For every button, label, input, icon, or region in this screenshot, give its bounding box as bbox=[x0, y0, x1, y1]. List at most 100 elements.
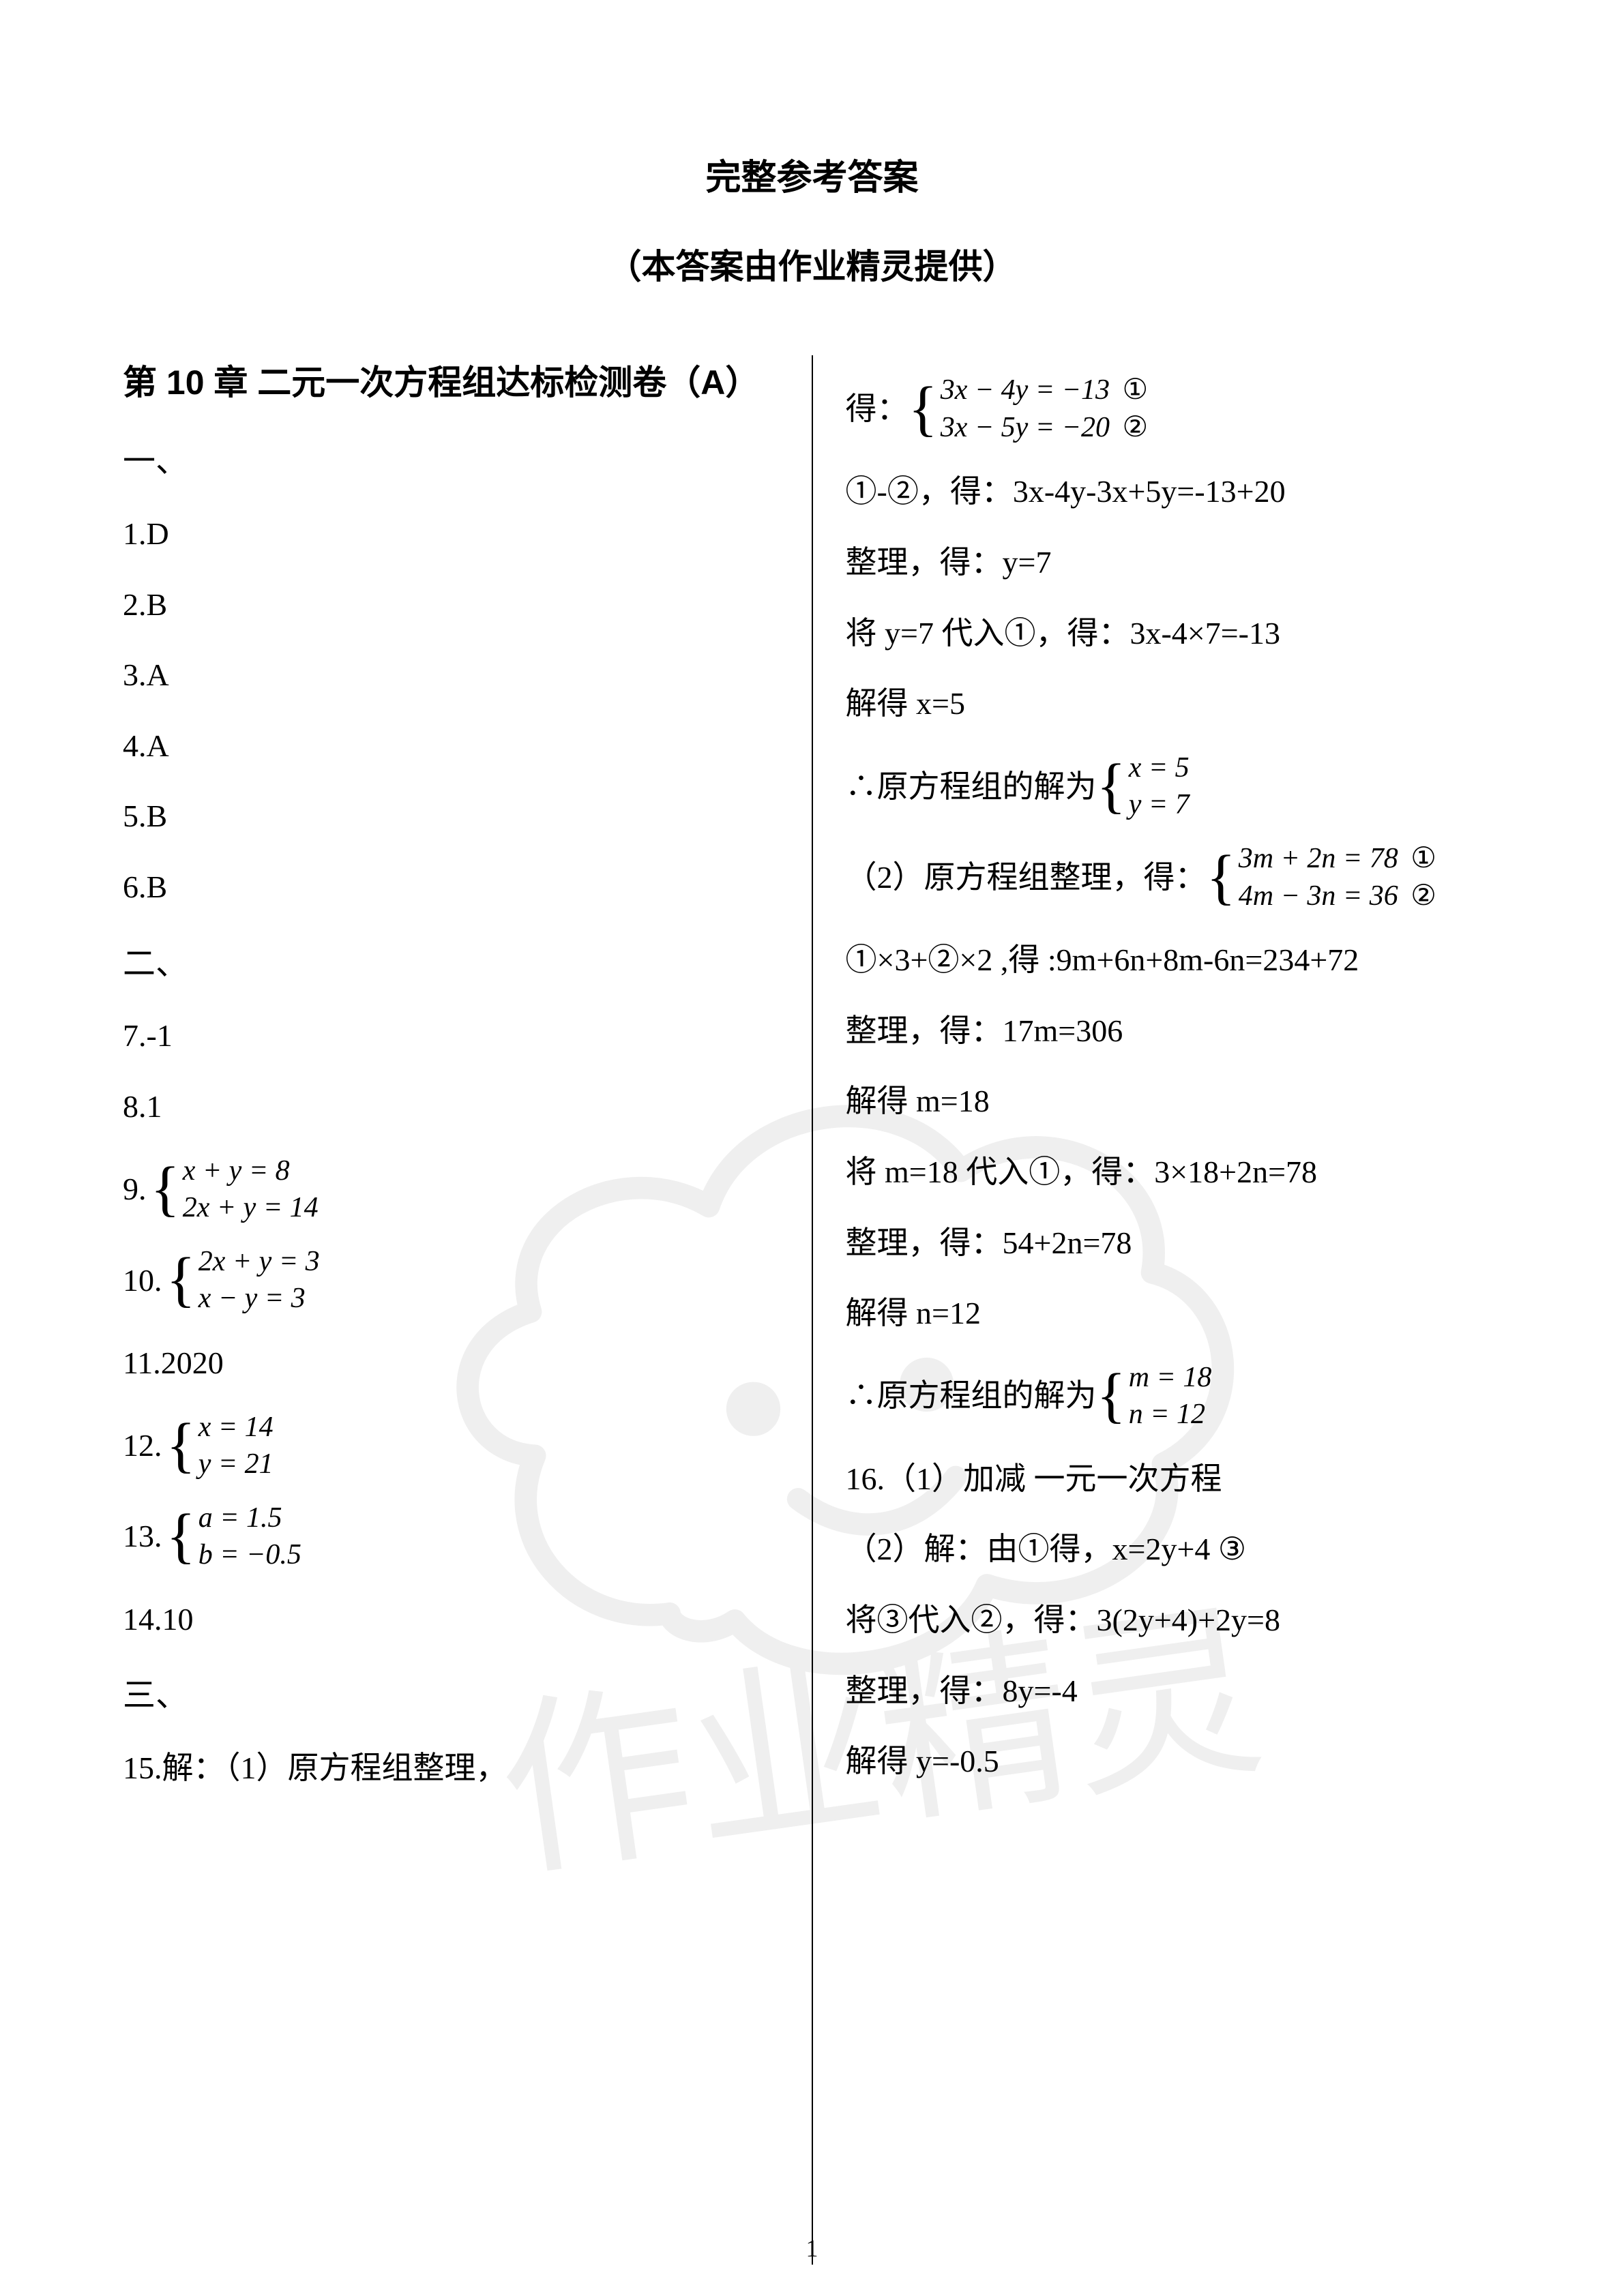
answer-1: 1.D bbox=[123, 509, 779, 559]
brace-rows: 3m + 2n = 78 ① 4m − 3n = 36 ② bbox=[1239, 840, 1436, 914]
eq-expr: 4m − 3n = 36 bbox=[1239, 880, 1398, 912]
answer-13-label: 13. bbox=[123, 1511, 162, 1562]
page-title: 完整参考答案 bbox=[123, 150, 1501, 207]
step-line: （2）原方程组整理，得： { 3m + 2n = 78 ① 4m − 3n = … bbox=[846, 840, 1502, 914]
step-prefix: ∴原方程组的解为 bbox=[846, 1371, 1097, 1421]
step-line: 解得 m=18 bbox=[846, 1076, 1502, 1127]
left-brace-icon: { bbox=[166, 1500, 196, 1574]
brace-group: { m = 18 n = 12 bbox=[1097, 1359, 1212, 1433]
answer-8: 8.1 bbox=[123, 1082, 779, 1132]
eq-row: 3m + 2n = 78 ① bbox=[1239, 840, 1436, 878]
brace-group: { x = 5 y = 7 bbox=[1097, 749, 1190, 824]
brace-group: { a = 1.5 b = −0.5 bbox=[166, 1500, 301, 1574]
step-line: 将 m=18 代入①，得：3×18+2n=78 bbox=[846, 1147, 1502, 1197]
step-prefix: 得： bbox=[846, 384, 909, 434]
eq-row: b = −0.5 bbox=[198, 1536, 301, 1574]
step-line: 将 y=7 代入①，得：3x-4×7=-13 bbox=[846, 608, 1502, 659]
eq-row: y = 21 bbox=[198, 1446, 274, 1483]
answer-3: 3.A bbox=[123, 650, 779, 700]
left-brace-icon: { bbox=[166, 1243, 196, 1317]
answer-6: 6.B bbox=[123, 862, 779, 912]
left-brace-icon: { bbox=[909, 372, 938, 446]
answer-4: 4.A bbox=[123, 721, 779, 771]
eq-expr: 3m + 2n = 78 bbox=[1239, 843, 1398, 874]
brace-group: { 2x + y = 3 x − y = 3 bbox=[166, 1243, 320, 1317]
step-line: 16.（1）加减 一元一次方程 bbox=[846, 1454, 1502, 1504]
step-line: 解得 n=12 bbox=[846, 1288, 1502, 1339]
section-two-heading: 二、 bbox=[123, 938, 779, 991]
answer-15: 15.解：（1）原方程组整理， bbox=[123, 1743, 779, 1793]
step-line: 整理，得：17m=306 bbox=[846, 1006, 1502, 1056]
step-line: 解得 y=-0.5 bbox=[846, 1736, 1502, 1787]
answer-11: 11.2020 bbox=[123, 1338, 779, 1388]
circled-number: ① bbox=[1123, 374, 1149, 406]
step-line: ∴原方程组的解为 { x = 5 y = 7 bbox=[846, 749, 1502, 824]
eq-row: x = 14 bbox=[198, 1409, 274, 1446]
answer-9: 9. { x + y = 8 2x + y = 14 bbox=[123, 1152, 779, 1227]
circled-number: ② bbox=[1123, 412, 1149, 443]
chapter-heading: 第 10 章 二元一次方程组达标检测卷（A） bbox=[123, 355, 779, 410]
step-line: ∴原方程组的解为 { m = 18 n = 12 bbox=[846, 1359, 1502, 1433]
step-line: （2）解：由①得，x=2y+4 ③ bbox=[846, 1524, 1502, 1575]
answer-9-label: 9. bbox=[123, 1164, 147, 1214]
answer-10-label: 10. bbox=[123, 1255, 162, 1306]
two-column-layout: 第 10 章 二元一次方程组达标检测卷（A） 一、 1.D 2.B 3.A 4.… bbox=[123, 355, 1501, 2265]
left-brace-icon: { bbox=[1207, 840, 1236, 914]
brace-group: { x + y = 8 2x + y = 14 bbox=[151, 1152, 319, 1227]
brace-group: { 3m + 2n = 78 ① 4m − 3n = 36 ② bbox=[1207, 840, 1436, 914]
left-brace-icon: { bbox=[166, 1409, 196, 1483]
answer-10: 10. { 2x + y = 3 x − y = 3 bbox=[123, 1243, 779, 1317]
eq-row: x = 5 bbox=[1129, 749, 1190, 787]
eq-expr: 3x − 4y = −13 bbox=[941, 374, 1110, 406]
title-block: 完整参考答案 （本答案由作业精灵提供） bbox=[123, 150, 1501, 294]
brace-rows: a = 1.5 b = −0.5 bbox=[198, 1500, 301, 1574]
answer-7: 7.-1 bbox=[123, 1011, 779, 1061]
answer-12-label: 12. bbox=[123, 1420, 162, 1471]
brace-rows: x = 5 y = 7 bbox=[1129, 749, 1190, 824]
step-line: 整理，得：54+2n=78 bbox=[846, 1218, 1502, 1268]
brace-rows: x = 14 y = 21 bbox=[198, 1409, 274, 1483]
left-brace-icon: { bbox=[1097, 1359, 1126, 1433]
page-subtitle: （本答案由作业精灵提供） bbox=[123, 239, 1501, 294]
eq-expr: 3x − 5y = −20 bbox=[941, 412, 1110, 443]
brace-group: { 3x − 4y = −13 ① 3x − 5y = −20 ② bbox=[909, 372, 1149, 446]
eq-row: 2x + y = 14 bbox=[183, 1189, 319, 1227]
answer-5: 5.B bbox=[123, 791, 779, 841]
step-prefix: ∴原方程组的解为 bbox=[846, 762, 1097, 812]
circled-number: ① bbox=[1411, 843, 1436, 874]
page-number: 1 bbox=[0, 2229, 1624, 2269]
brace-rows: 3x − 4y = −13 ① 3x − 5y = −20 ② bbox=[941, 372, 1148, 446]
eq-row: 4m − 3n = 36 ② bbox=[1239, 878, 1436, 915]
eq-row: n = 12 bbox=[1129, 1396, 1212, 1433]
step-line: 将③代入②，得：3(2y+4)+2y=8 bbox=[846, 1595, 1502, 1645]
step-line: 解得 x=5 bbox=[846, 679, 1502, 729]
right-column: 得： { 3x − 4y = −13 ① 3x − 5y = −20 ② bbox=[813, 355, 1502, 2265]
eq-row: a = 1.5 bbox=[198, 1500, 301, 1537]
eq-row: x − y = 3 bbox=[198, 1280, 320, 1317]
brace-group: { x = 14 y = 21 bbox=[166, 1409, 274, 1483]
step-line: 整理，得：8y=-4 bbox=[846, 1666, 1502, 1716]
step-prefix: （2）原方程组整理，得： bbox=[846, 852, 1207, 903]
brace-rows: x + y = 8 2x + y = 14 bbox=[183, 1152, 319, 1227]
eq-row: m = 18 bbox=[1129, 1359, 1212, 1397]
left-column: 第 10 章 二元一次方程组达标检测卷（A） 一、 1.D 2.B 3.A 4.… bbox=[123, 355, 813, 2265]
step-line: ①×3+②×2 ,得 :9m+6n+8m-6n=234+72 bbox=[846, 935, 1502, 985]
answer-2: 2.B bbox=[123, 580, 779, 630]
answer-sheet-page: 作业精灵 完整参考答案 （本答案由作业精灵提供） 第 10 章 二元一次方程组达… bbox=[0, 0, 1624, 2296]
answer-14: 14.10 bbox=[123, 1594, 779, 1645]
section-three-heading: 三、 bbox=[123, 1670, 779, 1723]
eq-row: 2x + y = 3 bbox=[198, 1243, 320, 1281]
eq-row: y = 7 bbox=[1129, 786, 1190, 824]
eq-row: 3x − 5y = −20 ② bbox=[941, 409, 1148, 447]
circled-number: ② bbox=[1411, 880, 1436, 912]
step-line: 整理，得：y=7 bbox=[846, 537, 1502, 588]
eq-row: x + y = 8 bbox=[183, 1152, 319, 1190]
brace-rows: m = 18 n = 12 bbox=[1129, 1359, 1212, 1433]
brace-rows: 2x + y = 3 x − y = 3 bbox=[198, 1243, 320, 1317]
step-line: 得： { 3x − 4y = −13 ① 3x − 5y = −20 ② bbox=[846, 372, 1502, 446]
eq-row: 3x − 4y = −13 ① bbox=[941, 372, 1148, 409]
answer-12: 12. { x = 14 y = 21 bbox=[123, 1409, 779, 1483]
step-line: ①-②，得：3x-4y-3x+5y=-13+20 bbox=[846, 466, 1502, 517]
answer-13: 13. { a = 1.5 b = −0.5 bbox=[123, 1500, 779, 1574]
left-brace-icon: { bbox=[1097, 749, 1126, 824]
